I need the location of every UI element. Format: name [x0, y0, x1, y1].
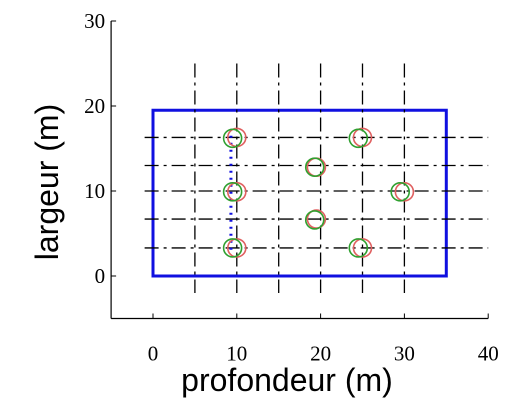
y-tick-label-20: 20 [84, 94, 105, 118]
point-series0-4 [394, 182, 415, 202]
point-series1-4 [390, 182, 411, 202]
point-series0-7 [352, 238, 373, 258]
point-series0-6 [227, 238, 247, 258]
x-tick-label-0: 0 [148, 342, 159, 366]
x-tick-label-10: 10 [226, 342, 247, 366]
point-series1-7 [348, 238, 369, 258]
point-series1-2 [304, 157, 325, 177]
y-axis-label: largeur (m) [29, 104, 65, 260]
x-tick-label-20: 20 [310, 342, 331, 366]
point-series1-5 [304, 210, 325, 230]
x-tick-label-30: 30 [394, 342, 415, 366]
y-tick-label-10: 10 [84, 179, 105, 203]
point-series1-6 [222, 238, 243, 258]
x-tick-label-40: 40 [478, 342, 499, 366]
y-tick-label-0: 0 [95, 264, 106, 288]
point-series1-1 [348, 128, 369, 149]
point-series0-2 [306, 157, 327, 177]
domain-rectangle [151, 108, 448, 278]
point-series1-3 [222, 182, 243, 202]
point-series0-3 [227, 182, 247, 202]
x-axis-label: profondeur (m) [181, 362, 393, 398]
point-series1-0 [222, 128, 243, 149]
y-tick-label-30: 30 [84, 9, 105, 33]
